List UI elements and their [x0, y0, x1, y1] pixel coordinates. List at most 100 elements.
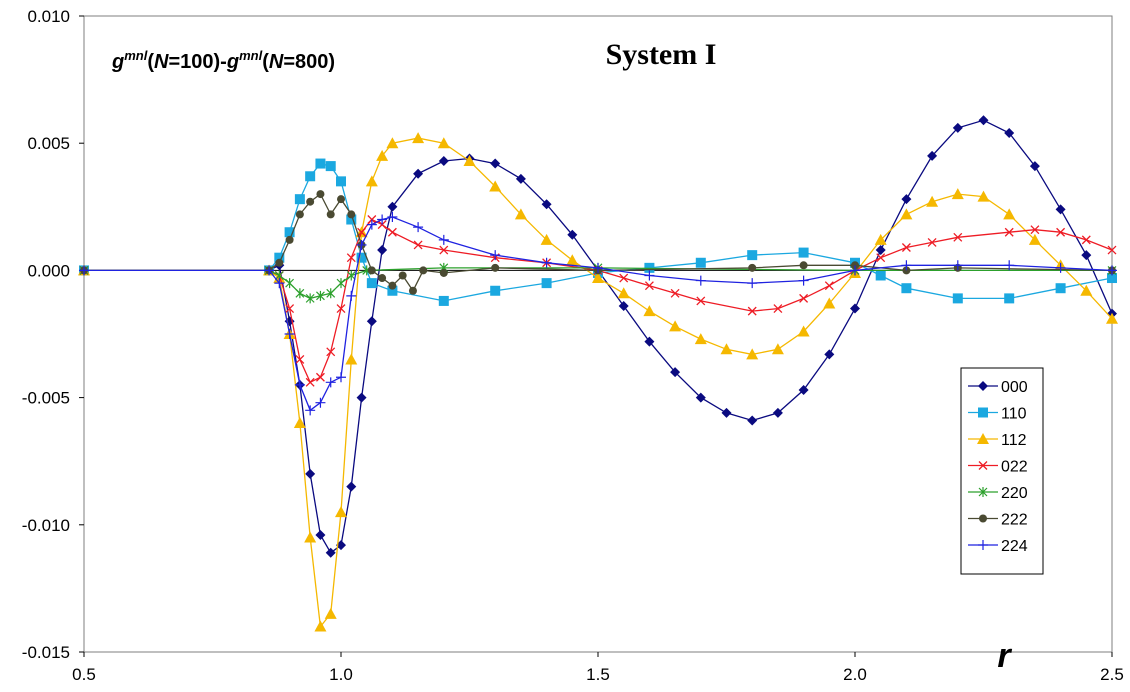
data-point	[644, 281, 654, 291]
data-point	[316, 190, 325, 199]
data-point	[799, 261, 808, 270]
data-point	[412, 132, 425, 144]
data-point	[1107, 265, 1117, 276]
data-point	[1003, 208, 1016, 220]
legend-label: 220	[1001, 485, 1028, 502]
data-point	[413, 168, 424, 179]
data-point	[346, 214, 357, 225]
data-point	[377, 245, 388, 256]
data-point	[356, 392, 367, 403]
data-point	[927, 150, 938, 161]
legend-item: 112	[968, 432, 1027, 449]
data-point	[1081, 250, 1092, 261]
data-point	[398, 271, 407, 280]
data-point	[335, 506, 347, 518]
plot-series	[78, 115, 1118, 632]
data-point	[798, 247, 809, 258]
data-point	[387, 227, 397, 237]
data-point	[1107, 273, 1117, 284]
legend-item: 110	[968, 406, 1027, 423]
data-point	[978, 487, 988, 497]
data-point	[326, 288, 336, 299]
data-point	[952, 122, 963, 133]
data-point	[305, 468, 316, 479]
data-point	[669, 320, 682, 332]
data-point	[773, 304, 783, 314]
data-point	[367, 266, 376, 275]
data-point	[345, 353, 358, 365]
data-point	[721, 407, 732, 418]
data-point	[1004, 128, 1015, 139]
legend-item: 222	[968, 512, 1028, 529]
data-point	[305, 405, 316, 416]
data-point	[670, 367, 681, 378]
data-point	[463, 155, 476, 167]
data-point	[315, 397, 326, 408]
data-point	[1055, 283, 1066, 294]
data-point	[952, 293, 963, 304]
y-tick-label: 0.000	[27, 261, 70, 280]
data-point	[618, 301, 629, 312]
legend-item: 022	[968, 459, 1028, 476]
data-point	[285, 304, 295, 314]
x-tick-label: 1.0	[329, 665, 353, 684]
data-point	[1004, 260, 1015, 271]
y-tick-label: -0.010	[22, 516, 70, 535]
data-point	[851, 261, 859, 270]
data-point	[823, 297, 836, 309]
data-point	[875, 270, 886, 281]
data-point	[285, 278, 295, 289]
data-point	[387, 211, 398, 222]
data-point	[850, 303, 860, 314]
data-point	[747, 306, 757, 316]
plot-frame	[83, 15, 1113, 653]
data-point	[438, 234, 449, 245]
data-point	[336, 176, 346, 187]
data-point	[978, 381, 988, 391]
data-point	[79, 265, 89, 276]
data-point	[951, 188, 964, 200]
data-point	[337, 195, 345, 204]
data-point	[593, 262, 603, 273]
y-tick-label: -0.015	[22, 643, 70, 662]
data-point	[541, 278, 552, 289]
data-point	[824, 281, 834, 291]
data-point	[306, 197, 315, 206]
data-point	[347, 210, 356, 219]
data-point	[592, 272, 604, 284]
data-point	[325, 377, 336, 388]
data-point	[978, 407, 988, 418]
data-point	[1081, 235, 1091, 245]
data-point	[326, 347, 336, 357]
series-line	[84, 119, 1113, 554]
data-point	[438, 295, 449, 306]
data-point	[304, 531, 317, 543]
data-point	[419, 266, 428, 275]
series-line	[84, 216, 1113, 412]
data-point	[978, 115, 989, 126]
data-point	[541, 199, 552, 210]
data-point	[953, 232, 963, 242]
data-point	[670, 288, 680, 298]
series-110	[79, 158, 1117, 306]
data-point	[325, 161, 336, 172]
data-point	[325, 547, 336, 558]
data-point	[388, 281, 397, 290]
data-point	[275, 258, 284, 267]
y-tick-label: 0.005	[27, 134, 70, 153]
data-point	[1029, 161, 1040, 172]
data-point	[437, 137, 450, 149]
data-point	[799, 293, 809, 303]
data-point	[324, 607, 337, 619]
y-tick-label: -0.005	[22, 389, 70, 408]
series-line	[84, 162, 1113, 302]
data-point	[772, 407, 783, 418]
data-point	[294, 194, 305, 205]
data-point	[366, 316, 377, 327]
data-point	[978, 540, 988, 550]
data-point	[285, 235, 294, 244]
data-point	[747, 278, 758, 289]
data-point	[365, 175, 378, 187]
data-point	[977, 433, 989, 444]
data-point	[720, 343, 733, 355]
